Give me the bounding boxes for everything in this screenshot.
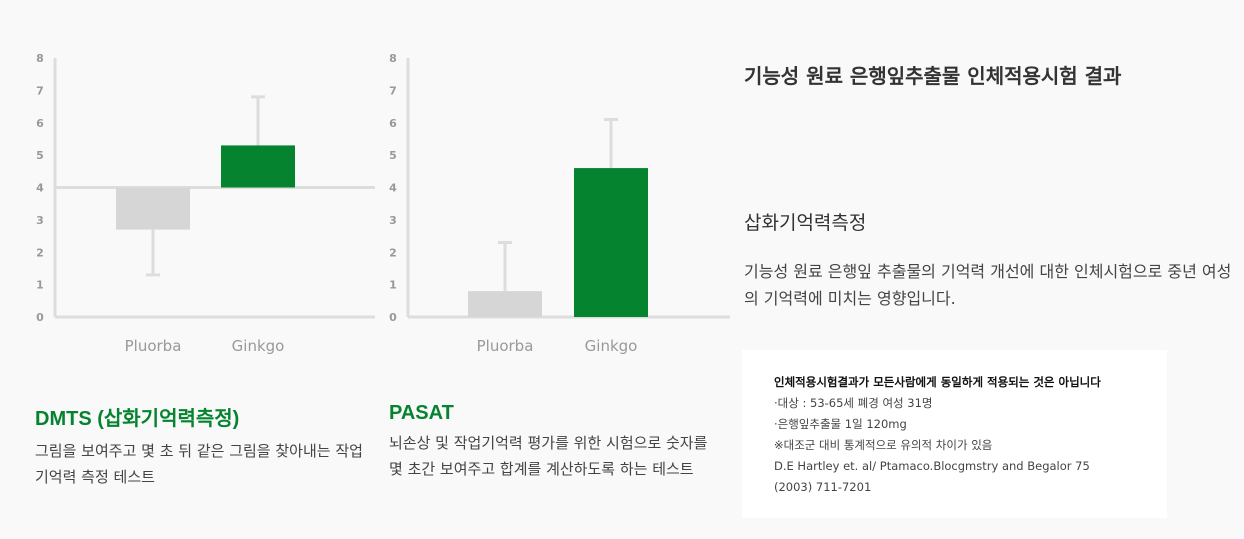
y-tick-label: 1 [389, 279, 397, 292]
disclaimer-box: 인체적용시험결과가 모든사람에게 동일하게 적용되는 것은 아닙니다 ·대상 :… [742, 350, 1167, 518]
x-tick-label: Ginkgo [585, 337, 638, 355]
y-tick-label: 6 [36, 117, 44, 130]
y-tick-label: 5 [389, 149, 397, 162]
y-tick-label: 1 [36, 279, 44, 292]
page-title: 기능성 원료 은행잎추출물 인체적용시험 결과 [744, 64, 1122, 88]
x-tick-label: Ginkgo [232, 337, 285, 355]
y-tick-label: 3 [36, 214, 44, 227]
note-line: (2003) 711-7201 [774, 480, 872, 494]
bar-pluorba [468, 291, 542, 317]
bar-pluorba [116, 187, 190, 230]
section-subtitle: 삽화기억력측정 [744, 212, 867, 234]
y-tick-label: 8 [389, 52, 397, 65]
note-line: ·대상 : 53-65세 폐경 여성 31명 [774, 396, 933, 410]
y-tick-label: 4 [389, 182, 397, 195]
disclaimer-heading: 인체적용시험결과가 모든사람에게 동일하게 적용되는 것은 아닙니다 [774, 375, 1101, 389]
y-tick-label: 7 [389, 84, 397, 97]
y-tick-label: 8 [36, 52, 44, 65]
chart1-description: 그림을 보여주고 몇 초 뒤 같은 그림을 찾아내는 작업기억력 측정 테스트 [35, 442, 363, 486]
chart2-description: 뇌손상 및 작업기억력 평가를 위한 시험으로 숫자를 몇 초간 보여주고 합계… [389, 434, 708, 478]
y-tick-label: 7 [36, 84, 44, 97]
chart2-title: PASAT [389, 402, 454, 424]
y-tick-label: 2 [389, 246, 397, 259]
section-description: 기능성 원료 은행잎 추출물의 기억력 개선에 대한 인체시험으로 중년 여성의… [744, 262, 1232, 308]
note-line: D.E Hartley et. al/ Ptamaco.Blocgmstry a… [774, 459, 1090, 473]
x-tick-label: Pluorba [125, 337, 182, 355]
y-tick-label: 2 [36, 246, 44, 259]
y-tick-label: 5 [36, 149, 44, 162]
note-line: ·은행잎추출물 1일 120mg [774, 417, 907, 431]
y-tick-label: 0 [36, 311, 44, 324]
y-tick-label: 3 [389, 214, 397, 227]
note-line: ※대조군 대비 통계적으로 유의적 차이가 있음 [774, 438, 993, 452]
y-tick-label: 4 [36, 182, 44, 195]
y-tick-label: 6 [389, 117, 397, 130]
bar-ginkgo [221, 145, 295, 188]
chart1-title: DMTS (삽화기억력측정) [35, 408, 240, 430]
bar-ginkgo [574, 168, 648, 317]
y-tick-label: 0 [389, 311, 397, 324]
x-tick-label: Pluorba [477, 337, 534, 355]
